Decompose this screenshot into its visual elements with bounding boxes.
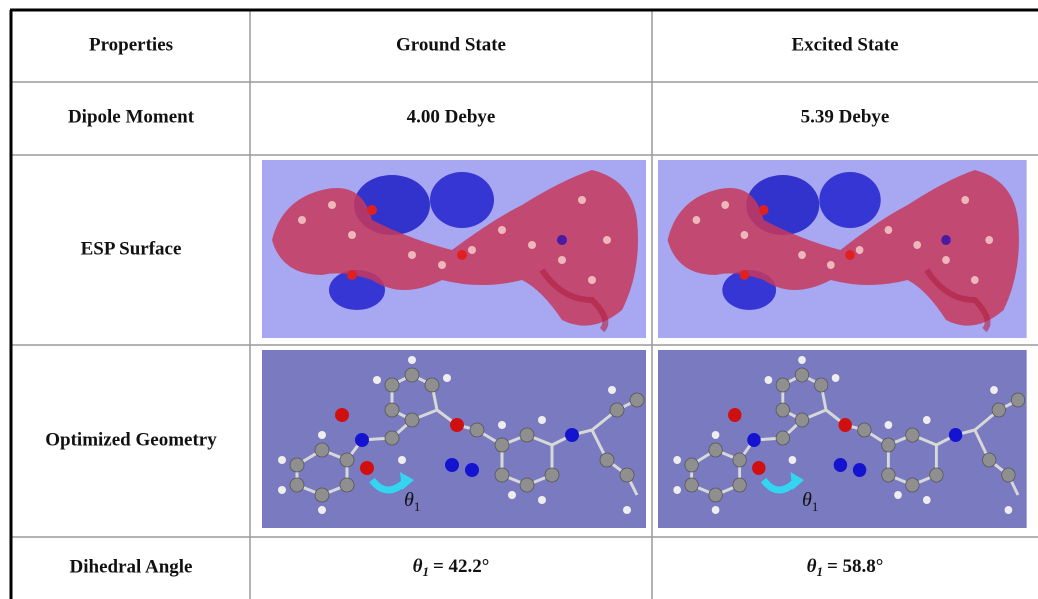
geometry-image: [262, 350, 646, 528]
row-label: Dipole Moment: [68, 106, 195, 127]
subscript: 1: [816, 564, 823, 579]
theta: θ: [802, 489, 812, 511]
value-cell: 5.39 Debye: [801, 106, 890, 127]
angle-value: = 42.2°: [433, 556, 489, 577]
esp-image: [658, 160, 1027, 338]
geometry-image: [658, 350, 1027, 528]
value-cell: θ1 = 58.8°: [807, 556, 884, 579]
header-cell: Excited State: [791, 34, 898, 55]
subscript: 1: [422, 564, 429, 579]
theta: θ: [413, 556, 423, 577]
angle-value: = 58.8°: [827, 556, 883, 577]
header-cell: Properties: [89, 34, 173, 55]
subscript: 1: [414, 499, 421, 514]
row-label: Optimized Geometry: [45, 429, 217, 450]
value-cell: θ1 = 42.2°: [413, 556, 490, 579]
row-label: Dihedral Angle: [70, 556, 193, 577]
theta: θ: [404, 489, 414, 511]
row-label: ESP Surface: [81, 238, 182, 259]
property-table: Properties Ground State Excited State Di…: [0, 0, 1038, 599]
theta: θ: [807, 556, 817, 577]
esp-image: [262, 160, 646, 338]
subscript: 1: [812, 499, 819, 514]
header-cell: Ground State: [396, 34, 506, 55]
value-cell: 4.00 Debye: [407, 106, 496, 127]
